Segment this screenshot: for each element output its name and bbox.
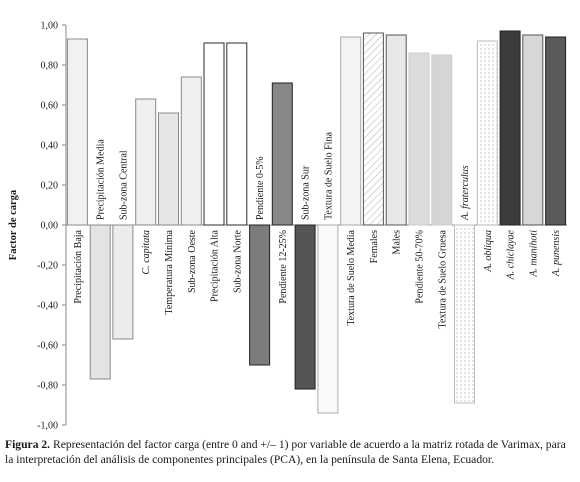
y-tick-label: -0,60 (37, 341, 58, 352)
bar (522, 34, 544, 226)
y-tick-label: 0,80 (41, 61, 59, 72)
bar (271, 82, 293, 226)
x-category-label: A. fraterculus (460, 165, 471, 221)
figure-caption-label: Figura 2. (5, 438, 51, 451)
bar (454, 224, 475, 404)
bar (89, 224, 111, 380)
bar (249, 224, 271, 366)
x-category-label: A. manihoti (528, 230, 539, 278)
x-category-label: Females (369, 230, 380, 263)
y-tick-label: -1,00 (37, 421, 58, 432)
bar (499, 30, 521, 226)
bar (385, 34, 407, 226)
bar (317, 224, 339, 414)
y-tick-label: -0,40 (37, 301, 58, 312)
y-tick-label: 0,40 (41, 141, 59, 152)
x-category-label: Temperatura Mínima (164, 229, 175, 314)
x-category-label: Textura de Suelo Fina (323, 132, 334, 220)
bar (135, 98, 157, 226)
figure-caption-text: Representación del factor carga (entre 0… (5, 438, 566, 466)
bar (476, 40, 498, 226)
figure-caption: Figura 2. Representación del factor carg… (5, 437, 577, 467)
bar (158, 112, 179, 226)
y-tick-label: 0,20 (41, 181, 59, 192)
bar (408, 52, 430, 226)
x-category-label: Precipitación Media (96, 139, 107, 220)
bar (66, 38, 88, 226)
x-category-label: A. punensis (551, 230, 562, 277)
x-category-label: Pendiente 0-5% (255, 156, 266, 220)
x-category-label: A. chiclayae (506, 229, 517, 280)
bar (112, 224, 134, 340)
x-category-label: Precipitación Baja (73, 229, 84, 303)
bar (362, 32, 384, 226)
factor-loading-bar-chart: 1,00 0,80 0,60 0,40 0,20 0,00 -0,20 -0,40 -0,60 -… (8, 21, 567, 432)
y-axis-title: Factor de carga (8, 189, 19, 260)
bar (180, 76, 202, 226)
y-tick-label: 0,60 (41, 101, 59, 112)
y-tick-label: -0,20 (37, 261, 58, 272)
bar (545, 36, 567, 226)
x-category-label: Sub-zona Central (118, 150, 129, 220)
y-tick-label: 1,00 (41, 21, 59, 32)
bar (203, 42, 225, 226)
bar (431, 54, 453, 226)
x-category-label: Males (392, 230, 403, 255)
x-category-label: Sub-zona Oeste (187, 229, 198, 293)
bar (226, 42, 248, 226)
bar (294, 224, 316, 390)
x-category-label: C. capitata (141, 230, 152, 274)
x-category-label: Pendiente 50-70% (415, 230, 426, 304)
y-tick-label: -0,80 (37, 381, 58, 392)
x-category-label: A. obliqua (483, 230, 494, 273)
x-category-label: Precipitación Alta (210, 229, 221, 301)
x-category-label: Textura de Suelo Gruesa (437, 229, 448, 328)
bar (340, 36, 362, 226)
x-category-label: Sub-zona Norte (232, 229, 243, 293)
x-category-label: Textura de Suelo Media (346, 229, 357, 325)
y-tick-label: 0,00 (41, 221, 59, 232)
x-category-label: Pendiente 12-25% (278, 230, 289, 304)
x-category-label: Sub-zona Sur (301, 165, 312, 220)
